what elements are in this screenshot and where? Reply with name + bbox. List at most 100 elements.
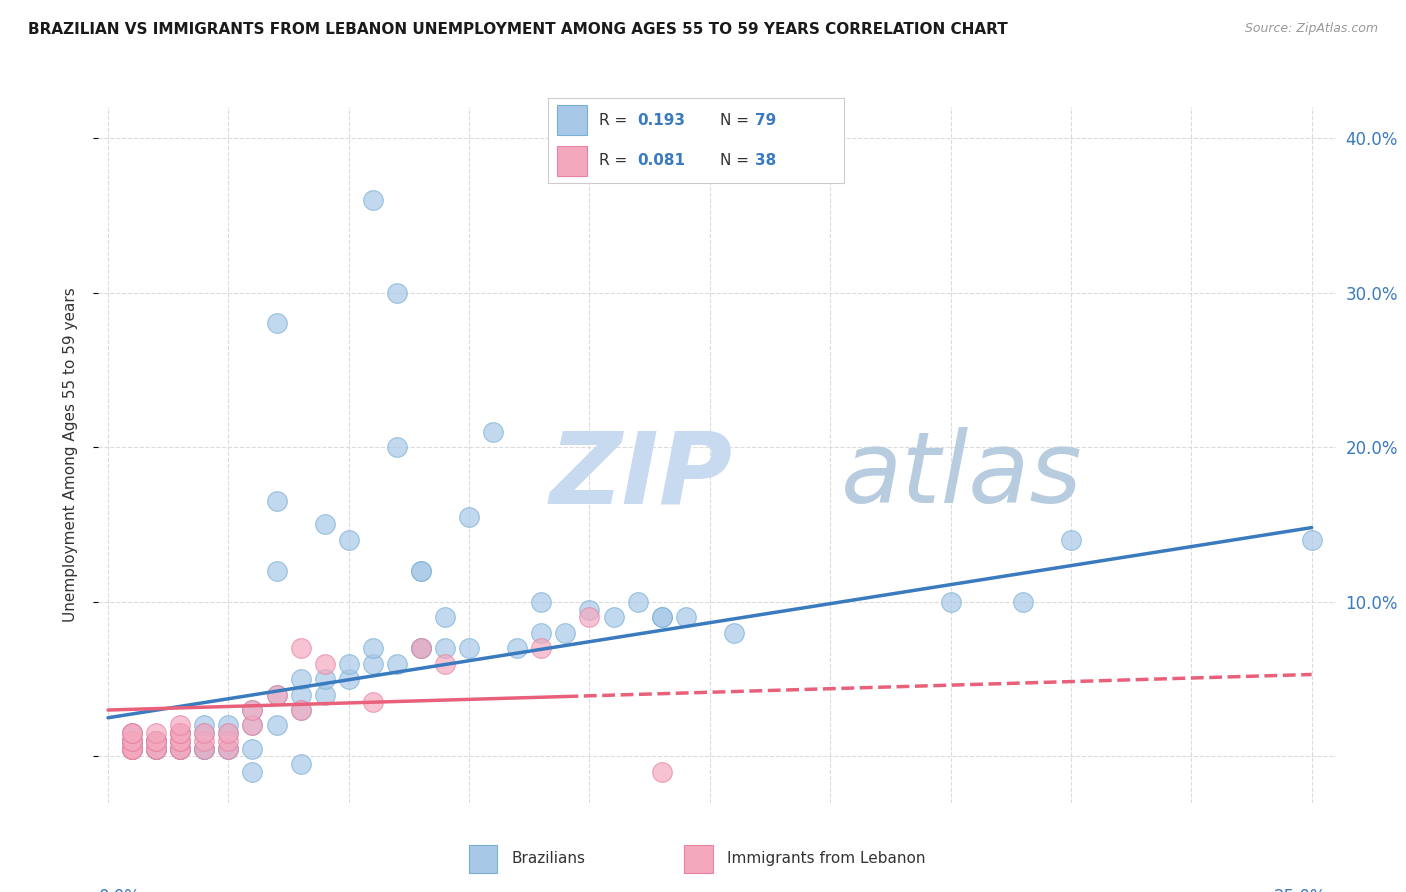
- Point: [314, 688, 336, 702]
- Point: [145, 734, 167, 748]
- Point: [361, 657, 384, 671]
- FancyBboxPatch shape: [683, 845, 713, 872]
- Point: [217, 741, 239, 756]
- Point: [121, 734, 143, 748]
- Point: [145, 741, 167, 756]
- Point: [217, 741, 239, 756]
- Point: [578, 602, 600, 616]
- Point: [675, 610, 697, 624]
- Point: [121, 741, 143, 756]
- Point: [121, 726, 143, 740]
- Point: [409, 641, 432, 656]
- Point: [290, 672, 312, 686]
- Point: [169, 734, 191, 748]
- Point: [121, 734, 143, 748]
- Point: [385, 657, 408, 671]
- Text: R =: R =: [599, 112, 631, 128]
- Point: [506, 641, 529, 656]
- Text: BRAZILIAN VS IMMIGRANTS FROM LEBANON UNEMPLOYMENT AMONG AGES 55 TO 59 YEARS CORR: BRAZILIAN VS IMMIGRANTS FROM LEBANON UNE…: [28, 22, 1008, 37]
- Point: [121, 741, 143, 756]
- Point: [145, 741, 167, 756]
- Point: [266, 494, 288, 508]
- Point: [361, 695, 384, 709]
- Point: [145, 734, 167, 748]
- Point: [409, 641, 432, 656]
- Point: [554, 625, 576, 640]
- Point: [266, 688, 288, 702]
- Point: [169, 741, 191, 756]
- Point: [145, 734, 167, 748]
- Text: 79: 79: [755, 112, 776, 128]
- Point: [242, 703, 264, 717]
- Point: [169, 741, 191, 756]
- Point: [266, 688, 288, 702]
- Point: [121, 741, 143, 756]
- Point: [169, 734, 191, 748]
- Point: [193, 741, 215, 756]
- Text: Immigrants from Lebanon: Immigrants from Lebanon: [727, 851, 925, 866]
- Point: [193, 718, 215, 732]
- Text: Source: ZipAtlas.com: Source: ZipAtlas.com: [1244, 22, 1378, 36]
- FancyBboxPatch shape: [557, 105, 586, 136]
- Point: [145, 741, 167, 756]
- Point: [242, 718, 264, 732]
- Point: [290, 757, 312, 772]
- Point: [314, 517, 336, 532]
- Text: 0.193: 0.193: [637, 112, 685, 128]
- Point: [337, 657, 360, 671]
- Point: [121, 734, 143, 748]
- Y-axis label: Unemployment Among Ages 55 to 59 years: Unemployment Among Ages 55 to 59 years: [63, 287, 77, 623]
- Point: [121, 726, 143, 740]
- Point: [266, 564, 288, 578]
- Point: [193, 726, 215, 740]
- Point: [1060, 533, 1083, 547]
- Point: [193, 726, 215, 740]
- Point: [145, 741, 167, 756]
- Point: [193, 741, 215, 756]
- Point: [361, 641, 384, 656]
- Point: [145, 734, 167, 748]
- Point: [169, 726, 191, 740]
- Point: [530, 641, 553, 656]
- Point: [121, 741, 143, 756]
- Text: R =: R =: [599, 153, 631, 169]
- Point: [361, 193, 384, 207]
- Point: [169, 741, 191, 756]
- Text: 0.0%: 0.0%: [98, 888, 141, 892]
- Point: [602, 610, 624, 624]
- Point: [337, 533, 360, 547]
- FancyBboxPatch shape: [557, 145, 586, 176]
- Point: [193, 741, 215, 756]
- Point: [266, 317, 288, 331]
- Point: [217, 741, 239, 756]
- Point: [169, 718, 191, 732]
- Point: [121, 734, 143, 748]
- Point: [385, 285, 408, 300]
- Text: 25.0%: 25.0%: [1274, 888, 1326, 892]
- Point: [145, 741, 167, 756]
- Point: [217, 734, 239, 748]
- Point: [169, 726, 191, 740]
- Point: [314, 672, 336, 686]
- Point: [409, 641, 432, 656]
- Point: [651, 610, 673, 624]
- Point: [409, 564, 432, 578]
- Point: [217, 718, 239, 732]
- Point: [578, 610, 600, 624]
- Point: [482, 425, 505, 439]
- Text: N =: N =: [720, 153, 754, 169]
- Point: [290, 688, 312, 702]
- Point: [434, 641, 457, 656]
- Point: [145, 734, 167, 748]
- Point: [193, 734, 215, 748]
- Point: [121, 741, 143, 756]
- Point: [121, 741, 143, 756]
- Point: [530, 595, 553, 609]
- Text: 0.081: 0.081: [637, 153, 685, 169]
- Point: [290, 703, 312, 717]
- Point: [314, 657, 336, 671]
- Point: [169, 741, 191, 756]
- Text: ZIP: ZIP: [550, 427, 733, 524]
- Text: 38: 38: [755, 153, 776, 169]
- Point: [723, 625, 745, 640]
